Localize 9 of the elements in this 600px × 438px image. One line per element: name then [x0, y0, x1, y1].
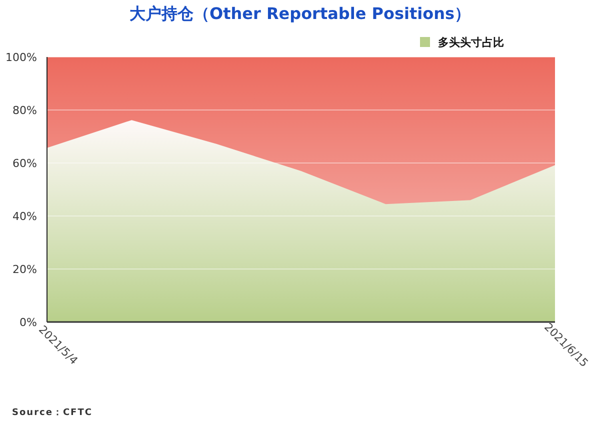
legend-label: 多头头寸占比	[438, 36, 504, 49]
y-tick-label: 100%	[6, 50, 37, 64]
y-tick-label: 60%	[12, 156, 37, 170]
y-tick-label: 80%	[12, 104, 37, 117]
y-tick-label: 40%	[12, 210, 37, 223]
chart-title: 大户持仓（Other Reportable Positions）	[129, 4, 471, 23]
y-tick-label: 20%	[12, 262, 37, 276]
source-note: Source：CFTC	[12, 408, 92, 418]
y-tick-label: 0%	[20, 316, 37, 329]
